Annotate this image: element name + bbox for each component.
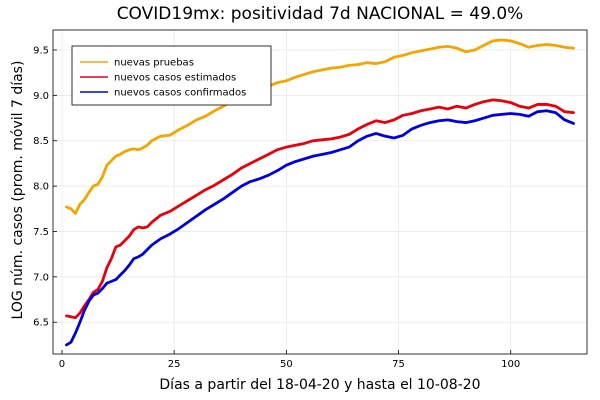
x-tick-label: 0	[59, 359, 65, 370]
y-tick-label: 9.5	[33, 45, 49, 56]
y-tick-label: 8.5	[33, 136, 49, 147]
series-line-0	[65, 38, 575, 215]
legend-label-0: nuevas pruebas	[114, 58, 194, 69]
y-tick-label: 9.0	[33, 91, 49, 102]
x-tick-label: 75	[392, 359, 405, 370]
plot-frame	[52, 29, 588, 355]
series-line-2	[65, 109, 575, 347]
y-tick-label: 6.5	[33, 318, 49, 329]
series-layer	[65, 38, 575, 347]
x-tick-label: 100	[501, 359, 520, 370]
legend-label-2: nuevos casos confirmados	[114, 88, 246, 99]
y-tick-label: 8.0	[33, 182, 49, 193]
legend: nuevas pruebas nuevos casos estimados nuev…	[71, 45, 272, 106]
chart-title: COVID19mx: positividad 7d NACIONAL = 49.…	[117, 4, 524, 24]
legend-box	[71, 45, 272, 106]
x-tick-label: 50	[280, 359, 293, 370]
ticks: 0 25 50 75 100 6.5 7.0 7.5 8.0 8.5 9.0 9.5	[33, 45, 520, 370]
y-tick-label: 7.5	[33, 227, 49, 238]
x-axis-label: Días a partir del 18-04-20 y hasta el 10…	[159, 377, 480, 393]
y-axis-label: LOG núm. casos (prom. móvil 7 días)	[10, 61, 26, 320]
x-tick-label: 25	[168, 359, 181, 370]
y-tick-label: 7.0	[33, 272, 49, 283]
series-line-1	[65, 98, 575, 320]
legend-label-1: nuevos casos estimados	[114, 73, 236, 84]
